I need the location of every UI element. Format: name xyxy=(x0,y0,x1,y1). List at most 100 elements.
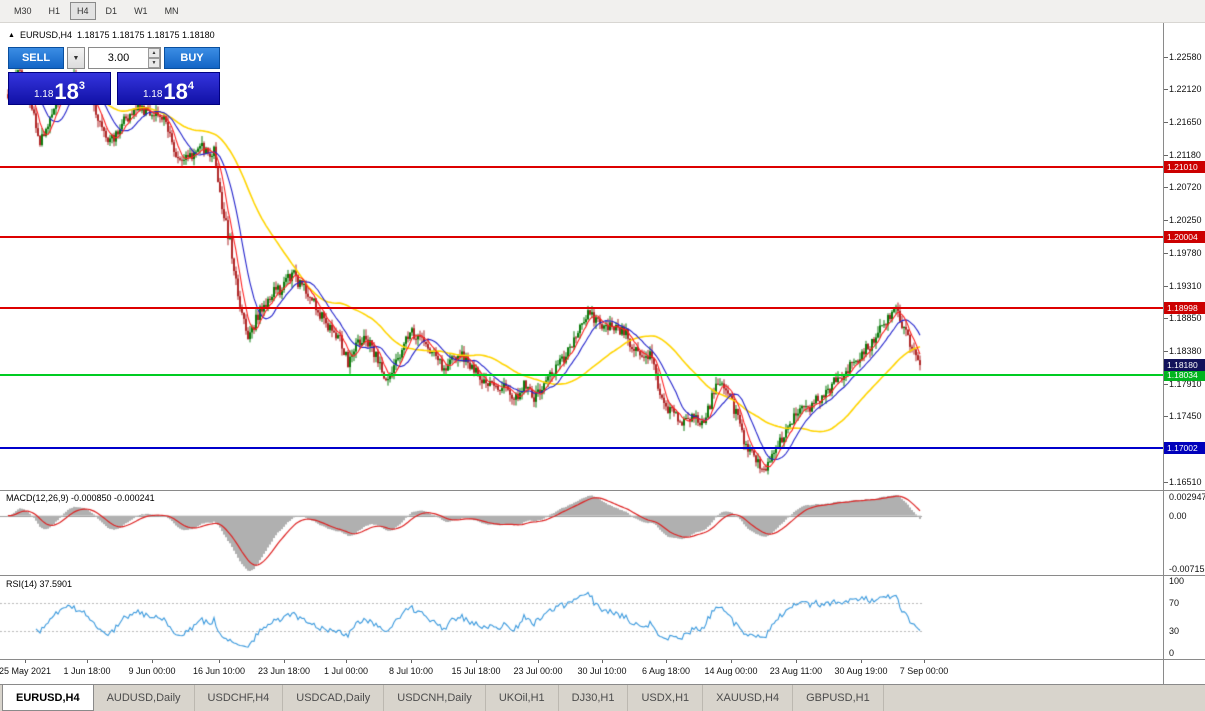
bid-price-sup: 3 xyxy=(78,80,86,92)
ask-price-display[interactable]: 1.18 18 4 xyxy=(117,72,220,105)
bid-price-big: 18 xyxy=(54,79,79,104)
rsi-pane-splitter[interactable] xyxy=(0,575,1205,576)
time-tick-mark xyxy=(411,660,412,663)
trade-controls-row: SELL ▼ 3.00 ▲ ▼ BUY xyxy=(8,47,220,69)
tab-usdcad-daily[interactable]: USDCAD,Daily xyxy=(283,685,385,711)
tab-ukoil-h1[interactable]: UKOil,H1 xyxy=(486,685,559,711)
price-line-badge: 1.18998 xyxy=(1164,301,1205,314)
timeframe-m30[interactable]: M30 xyxy=(14,6,32,16)
price-tick-label: 1.22120 xyxy=(1169,84,1202,95)
price-tick-label: 1.18850 xyxy=(1169,313,1202,324)
time-tick-mark xyxy=(346,660,347,663)
price-tick-mark xyxy=(1164,285,1168,287)
horizontal-line[interactable] xyxy=(0,374,1163,377)
time-tick-mark xyxy=(476,660,477,663)
tab-gbpusd-h1[interactable]: GBPUSD,H1 xyxy=(793,685,884,711)
time-axis-label: 23 Jun 18:00 xyxy=(257,666,311,676)
price-axis[interactable]: 1.22580 1.22120 1.21650 1.21180 1.20720 1.202… xyxy=(1163,23,1205,684)
bid-price-small: 1.18 xyxy=(33,89,54,100)
time-axis-separator xyxy=(0,659,1205,660)
time-axis-label: 15 Jul 18:00 xyxy=(451,666,501,676)
volume-dropdown-button[interactable]: ▼ xyxy=(67,47,85,69)
volume-decrease-button[interactable]: ▼ xyxy=(148,58,160,68)
time-tick-mark xyxy=(861,660,862,663)
time-axis-label: 7 Sep 00:00 xyxy=(899,666,949,676)
time-axis-label: 30 Jul 10:00 xyxy=(577,666,627,676)
macd-pane-splitter[interactable] xyxy=(0,490,1205,491)
tab-eurusd-h4[interactable]: EURUSD,H4 xyxy=(2,685,94,711)
price-tick-label: 1.17450 xyxy=(1169,411,1202,422)
timeframe-w1[interactable]: W1 xyxy=(134,6,148,16)
volume-field[interactable]: 3.00 ▲ ▼ xyxy=(88,47,161,69)
timeframe-toolbar: M30 H1 H4 D1 W1 MN xyxy=(0,0,1205,23)
time-tick-mark xyxy=(25,660,26,663)
time-tick-mark xyxy=(219,660,220,663)
price-tick-mark xyxy=(1164,253,1168,255)
time-axis-label: 6 Aug 18:00 xyxy=(641,666,691,676)
rsi-axis-label: 0 xyxy=(1169,648,1175,658)
tab-usdchf-h4[interactable]: USDCHF,H4 xyxy=(195,685,284,711)
macd-indicator-canvas xyxy=(0,491,1163,575)
horizontal-line[interactable] xyxy=(0,165,1163,168)
chart-symbol-header: ▲ EURUSD,H4 1.18175 1.18175 1.18175 1.18… xyxy=(8,30,215,40)
price-tick-mark xyxy=(1164,122,1168,124)
tab-usdcnh-daily[interactable]: USDCNH,Daily xyxy=(384,685,486,711)
time-axis[interactable]: 25 May 2021 1 Jun 18:00 9 Jun 00:00 16 Jun … xyxy=(0,660,1163,684)
tab-audusd-daily[interactable]: AUDUSD,Daily xyxy=(94,685,195,711)
price-tick-mark xyxy=(1164,416,1168,418)
buy-button[interactable]: BUY xyxy=(164,47,220,69)
time-tick-mark xyxy=(87,660,88,663)
tab-xauusd-h4[interactable]: XAUUSD,H4 xyxy=(703,685,794,711)
volume-spinner: ▲ ▼ xyxy=(148,48,160,68)
time-axis-label: 1 Jul 00:00 xyxy=(323,666,369,676)
time-axis-label: 16 Jun 10:00 xyxy=(192,666,246,676)
horizontal-line[interactable] xyxy=(0,236,1163,239)
price-line-badge: 1.21010 xyxy=(1164,160,1205,173)
timeframe-d1[interactable]: D1 xyxy=(105,6,118,16)
rsi-axis-label: 30 xyxy=(1169,626,1180,637)
timeframe-h4[interactable]: H4 xyxy=(70,2,96,20)
trade-prices-row: 1.18 18 3 1.18 18 4 xyxy=(8,72,220,105)
volume-value: 3.00 xyxy=(107,52,130,64)
chart-tab-bar: EURUSD,H4 AUDUSD,Daily USDCHF,H4 USDCAD,… xyxy=(0,684,1205,711)
time-axis-label: 23 Jul 00:00 xyxy=(513,666,563,676)
price-tick-label: 1.19780 xyxy=(1169,248,1202,259)
tab-dj30-h1[interactable]: DJ30,H1 xyxy=(559,685,629,711)
sell-button[interactable]: SELL xyxy=(8,47,64,69)
price-tick-label: 1.18380 xyxy=(1169,346,1202,357)
price-tick-mark xyxy=(1164,89,1168,91)
timeframe-mn[interactable]: MN xyxy=(164,6,179,16)
macd-label: MACD(12,26,9) -0.000850 -0.000241 xyxy=(6,493,155,503)
one-click-collapse-icon[interactable]: ▲ xyxy=(8,31,15,39)
price-tick-label: 1.21650 xyxy=(1169,117,1202,128)
horizontal-line[interactable] xyxy=(0,306,1163,309)
price-tick-label: 1.20250 xyxy=(1169,215,1202,226)
price-tick-label: 1.21180 xyxy=(1169,150,1201,161)
price-tick-label: 1.19310 xyxy=(1169,280,1202,291)
symbol-label: EURUSD,H4 xyxy=(19,30,72,40)
rsi-axis-label: 100 xyxy=(1169,576,1185,586)
time-axis-label: 25 May 2021 xyxy=(0,666,52,676)
time-tick-mark xyxy=(538,660,539,663)
price-tick-mark xyxy=(1164,482,1168,484)
price-tick-mark xyxy=(1164,57,1168,58)
time-tick-mark xyxy=(666,660,667,663)
time-axis-label: 30 Aug 19:00 xyxy=(834,666,888,676)
bid-price-display[interactable]: 1.18 18 3 xyxy=(8,72,111,105)
price-tick-label: 1.20720 xyxy=(1169,182,1202,193)
volume-increase-button[interactable]: ▲ xyxy=(148,48,160,58)
timeframe-h1[interactable]: H1 xyxy=(48,6,61,16)
time-tick-mark xyxy=(602,660,603,663)
tab-usdx-h1[interactable]: USDX,H1 xyxy=(628,685,704,711)
current-price-badge: 1.18180 xyxy=(1164,359,1205,372)
price-tick-label: 1.22580 xyxy=(1169,52,1202,62)
ask-price-big: 18 xyxy=(163,79,188,104)
ask-price-sup: 4 xyxy=(187,80,195,92)
price-tick-mark xyxy=(1164,351,1168,353)
rsi-label: RSI(14) 37.5901 xyxy=(6,579,73,589)
price-tick-mark xyxy=(1164,187,1168,189)
price-tick-label: 1.16510 xyxy=(1169,477,1202,488)
time-axis-label: 9 Jun 00:00 xyxy=(128,666,176,676)
horizontal-line[interactable] xyxy=(0,446,1163,449)
